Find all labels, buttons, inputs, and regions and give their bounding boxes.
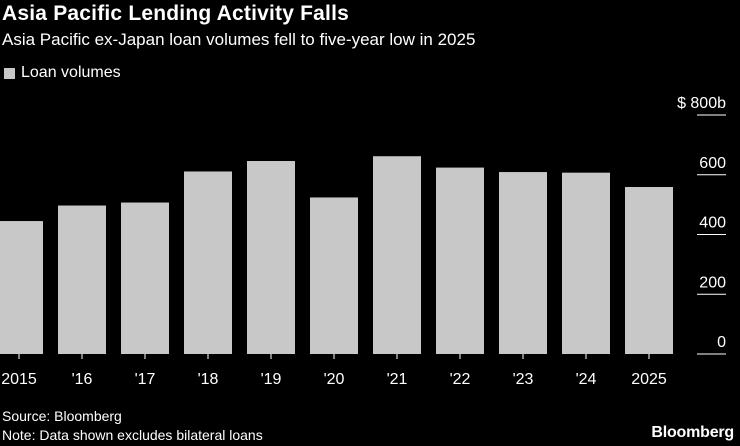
x-tick-label: '19	[261, 371, 282, 388]
bar	[121, 202, 169, 354]
bloomberg-logo: Bloomberg	[651, 424, 734, 441]
bar	[247, 161, 295, 354]
bar	[58, 205, 106, 354]
y-tick-label: 200	[699, 274, 726, 291]
x-tick-label: '20	[324, 371, 345, 388]
source-note: Source: Bloomberg	[2, 408, 122, 424]
y-tick-label: 0	[717, 334, 726, 351]
x-tick-label: '24	[576, 371, 597, 388]
x-tick-label: '22	[450, 371, 471, 388]
bar	[373, 156, 421, 354]
bar	[310, 197, 358, 354]
bar	[436, 167, 484, 354]
y-axis: 0 200 400 600 $ 800b	[677, 95, 726, 355]
legend-swatch	[4, 67, 15, 79]
x-tick-label: 2025	[631, 371, 667, 388]
bars	[0, 156, 673, 354]
bar	[625, 186, 673, 354]
bar	[499, 172, 547, 354]
legend-label: Loan volumes	[21, 64, 121, 81]
bar	[562, 172, 610, 354]
x-tick-label: '16	[72, 371, 93, 388]
legend: Loan volumes	[2, 64, 121, 82]
chart-title: Asia Pacific Lending Activity Falls	[2, 2, 349, 25]
y-tick-label: 400	[699, 215, 726, 232]
y-tick-label: $ 800b	[677, 95, 726, 112]
x-tick-label: '17	[135, 371, 156, 388]
x-tick-label: '21	[387, 371, 408, 388]
bar	[0, 221, 43, 354]
x-tick-label: '18	[198, 371, 219, 388]
footnote: Note: Data shown excludes bilateral loan…	[2, 427, 263, 443]
chart-subtitle: Asia Pacific ex-Japan loan volumes fell …	[2, 30, 476, 49]
x-tick-label: 2015	[1, 371, 37, 388]
x-axis: 2015 '16 '17 '18 '19 '20 '21 '22 '23 '24 2025	[1, 354, 667, 388]
y-tick-label: 600	[699, 155, 726, 172]
bar	[184, 171, 232, 354]
x-tick-label: '23	[513, 371, 534, 388]
